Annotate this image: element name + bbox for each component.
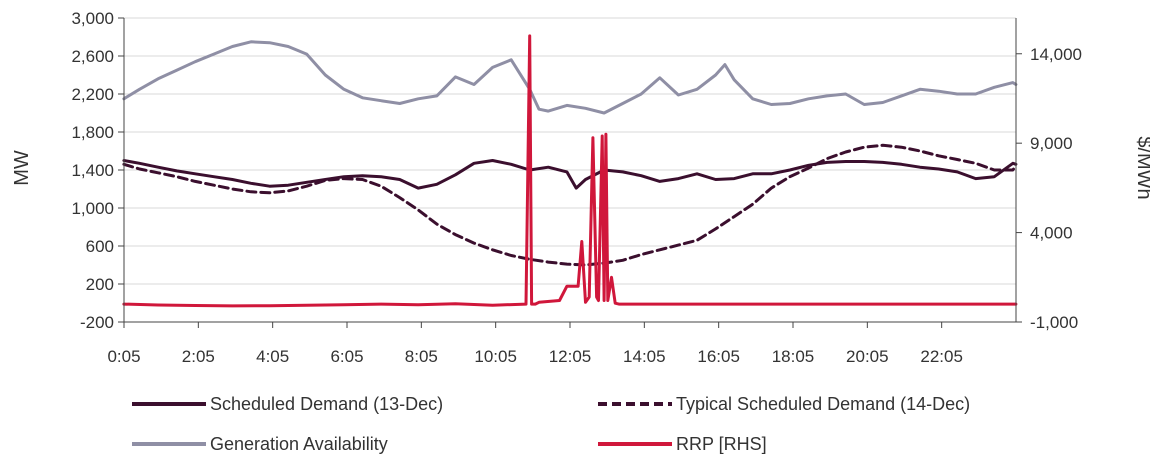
plot-area xyxy=(122,34,1018,308)
x-tick-label: 22:05 xyxy=(920,347,963,366)
x-tick-label: 10:05 xyxy=(474,347,517,366)
series-line-2 xyxy=(122,143,1018,267)
gridlines xyxy=(124,17,1016,323)
axes: -200 200 600 1,000 1,400 1,800 2,200 2,600 3,000… xyxy=(71,9,1082,366)
right-axis-title: $/MWh xyxy=(1133,136,1150,199)
x-tick-label: 20:05 xyxy=(846,347,889,366)
y-tick-label: 600 xyxy=(86,237,114,256)
series-line-1 xyxy=(122,159,1018,190)
y-tick-label: 2,200 xyxy=(71,85,114,104)
y-tick-label: 3,000 xyxy=(71,9,114,28)
y2-tick-label: 14,000 xyxy=(1030,45,1082,64)
y-tick-label: 200 xyxy=(86,275,114,294)
x-tick-label: 18:05 xyxy=(772,347,815,366)
legend: Scheduled Demand (13-Dec) Typical Schedul… xyxy=(132,394,970,454)
x-tick-label: 8:05 xyxy=(405,347,438,366)
y2-tick-label: 9,000 xyxy=(1030,134,1073,153)
x-tick-label: 0:05 xyxy=(107,347,140,366)
series-line-3 xyxy=(122,40,1018,115)
y-tick-label: -200 xyxy=(80,313,114,332)
x-tick-label: 4:05 xyxy=(256,347,289,366)
x-tick-label: 2:05 xyxy=(182,347,215,366)
legend-label-1: Scheduled Demand (13-Dec) xyxy=(210,394,443,414)
series-line-4 xyxy=(122,34,1018,308)
y2-tick-label: -1,000 xyxy=(1030,313,1078,332)
x-tick-label: 14:05 xyxy=(623,347,666,366)
y-tick-label: 1,400 xyxy=(71,161,114,180)
y-tick-label: 1,800 xyxy=(71,123,114,142)
left-axis-title: MW xyxy=(11,150,33,186)
x-tick-label: 6:05 xyxy=(330,347,363,366)
legend-label-3: Generation Availability xyxy=(210,434,388,454)
y2-tick-label: 4,000 xyxy=(1030,224,1073,243)
y-tick-label: 1,000 xyxy=(71,199,114,218)
y-tick-label: 2,600 xyxy=(71,47,114,66)
x-tick-label: 16:05 xyxy=(697,347,740,366)
legend-label-4: RRP [RHS] xyxy=(676,434,767,454)
x-tick-label: 12:05 xyxy=(549,347,592,366)
legend-label-2: Typical Scheduled Demand (14-Dec) xyxy=(676,394,970,414)
